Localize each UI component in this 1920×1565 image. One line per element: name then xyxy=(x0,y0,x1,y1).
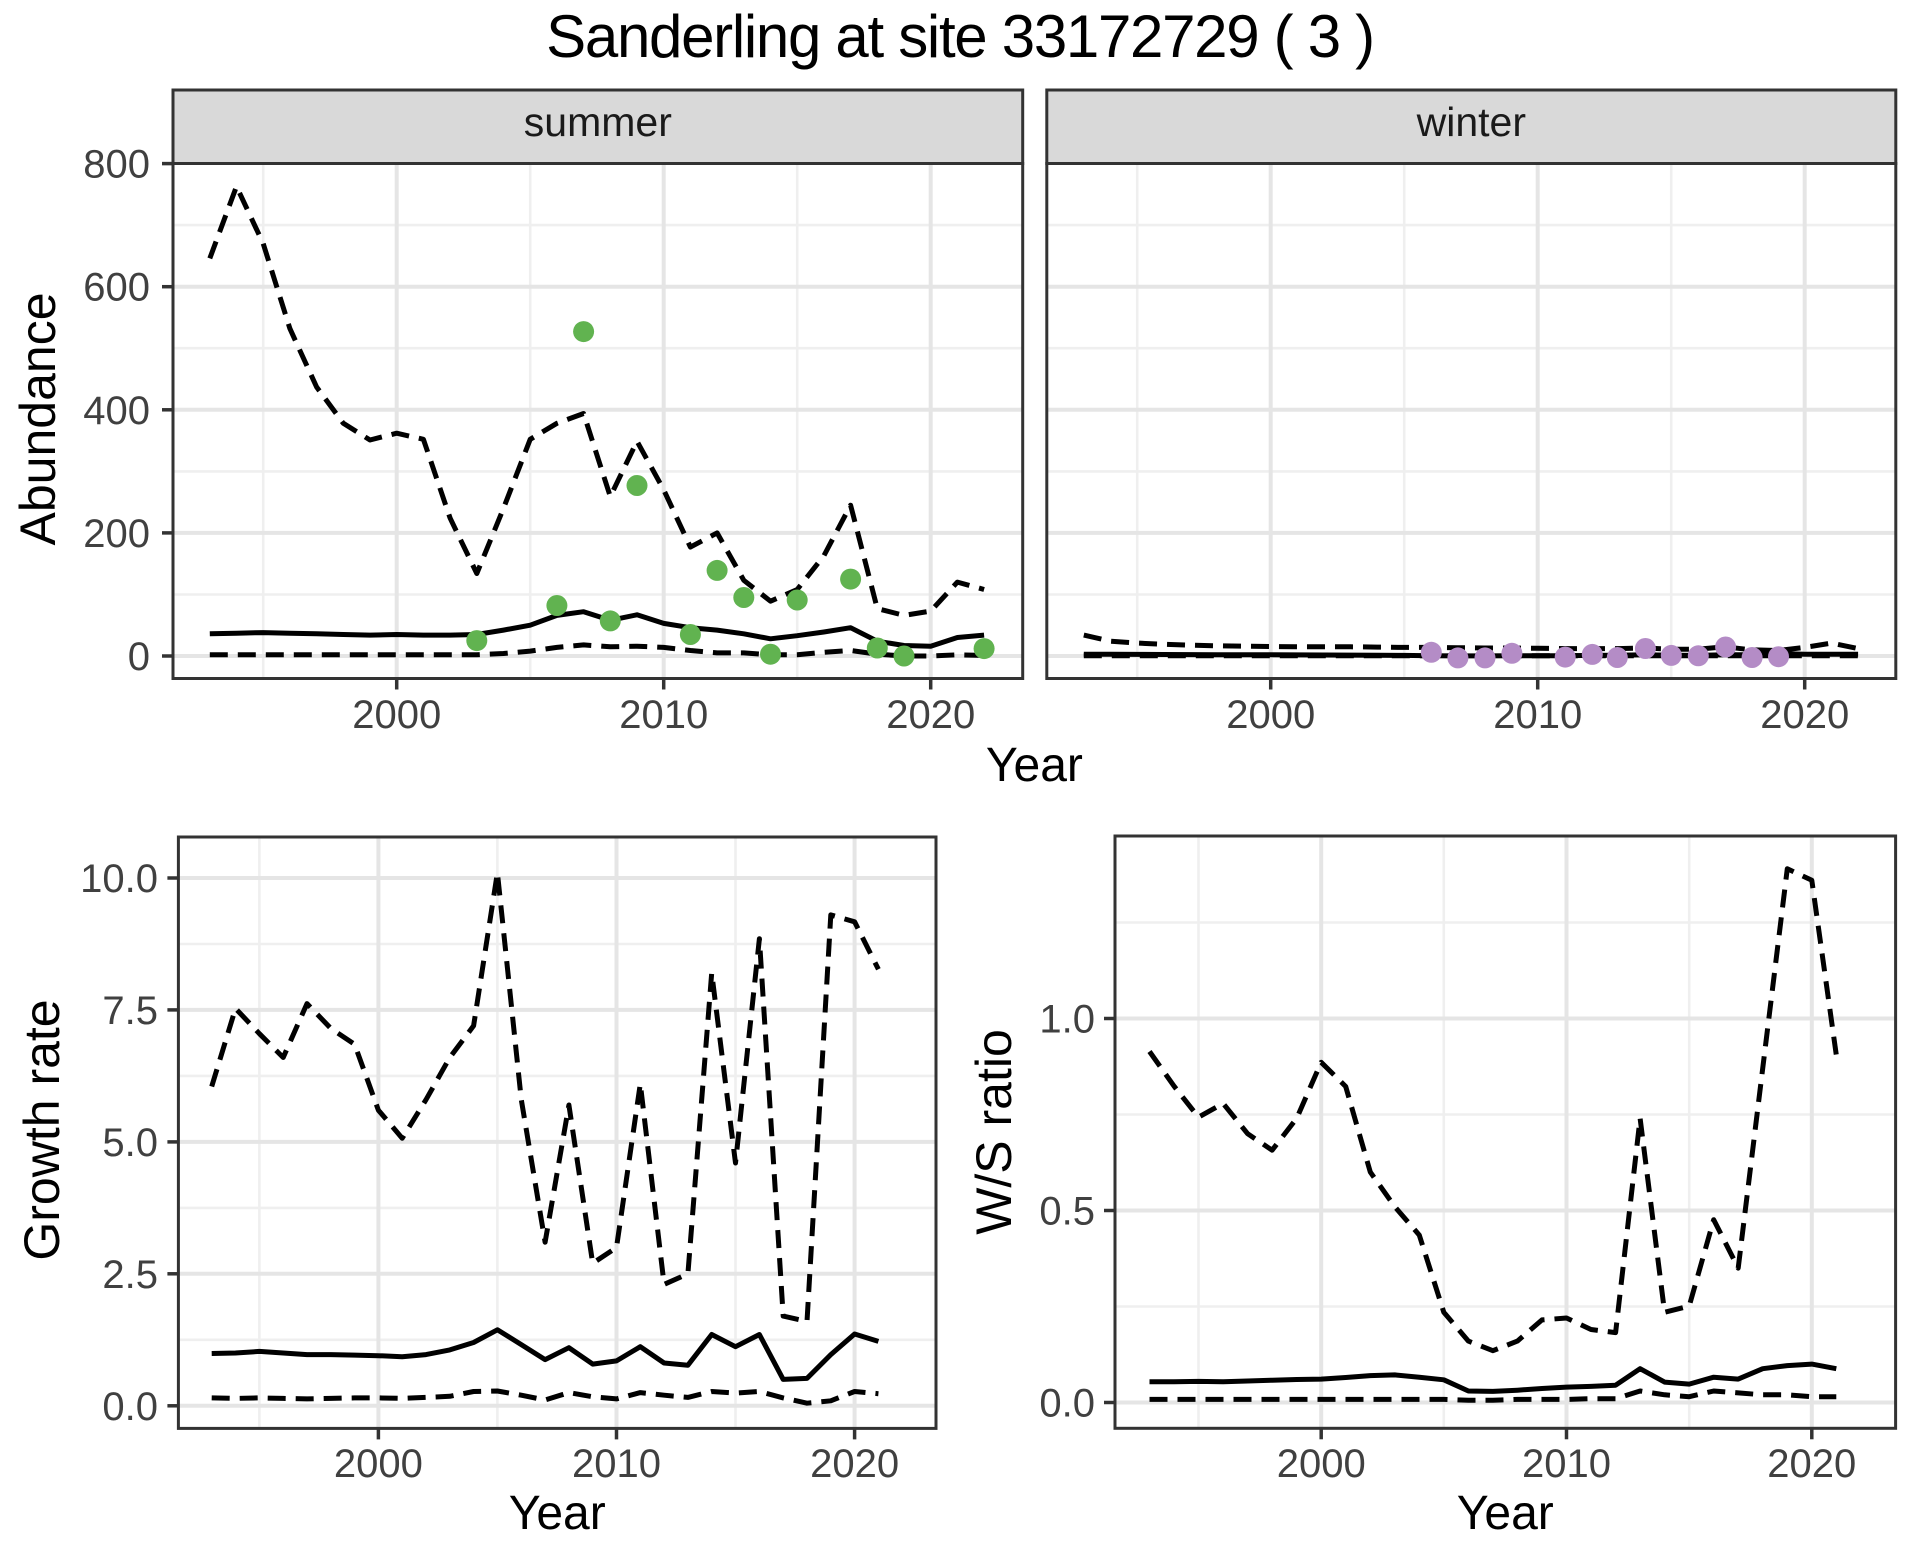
svg-text:Year: Year xyxy=(509,1487,606,1540)
svg-text:2000: 2000 xyxy=(334,1442,423,1486)
svg-text:Abundance: Abundance xyxy=(10,292,66,545)
svg-text:W/S ratio: W/S ratio xyxy=(966,1029,1022,1235)
svg-text:summer: summer xyxy=(524,99,672,145)
svg-text:200: 200 xyxy=(83,512,150,556)
svg-text:0.0: 0.0 xyxy=(102,1385,158,1429)
svg-text:10.0: 10.0 xyxy=(80,857,158,901)
svg-text:2010: 2010 xyxy=(572,1442,661,1486)
svg-text:0.0: 0.0 xyxy=(1039,1382,1095,1426)
svg-text:400: 400 xyxy=(83,389,150,433)
svg-text:Sanderling at site 33172729 (: Sanderling at site 33172729 ( 3 ) xyxy=(546,3,1374,70)
svg-text:winter: winter xyxy=(1416,99,1526,145)
svg-text:2020: 2020 xyxy=(810,1442,899,1486)
svg-text:600: 600 xyxy=(83,266,150,310)
svg-text:Growth rate: Growth rate xyxy=(14,999,70,1260)
svg-text:Year: Year xyxy=(1457,1487,1554,1540)
svg-text:800: 800 xyxy=(83,143,150,187)
svg-text:2000: 2000 xyxy=(1277,1442,1366,1486)
svg-text:7.5: 7.5 xyxy=(102,989,158,1033)
svg-text:2020: 2020 xyxy=(886,693,975,737)
svg-text:5.0: 5.0 xyxy=(102,1121,158,1165)
svg-text:1.0: 1.0 xyxy=(1039,998,1095,1042)
svg-text:0: 0 xyxy=(128,635,150,679)
svg-text:2000: 2000 xyxy=(1226,693,1315,737)
svg-text:0.5: 0.5 xyxy=(1039,1190,1095,1234)
svg-text:2020: 2020 xyxy=(1767,1442,1856,1486)
svg-text:2.5: 2.5 xyxy=(102,1253,158,1297)
svg-text:2000: 2000 xyxy=(352,693,441,737)
svg-text:2020: 2020 xyxy=(1760,693,1849,737)
svg-text:Year: Year xyxy=(986,739,1083,792)
svg-text:2010: 2010 xyxy=(1522,1442,1611,1486)
svg-text:2010: 2010 xyxy=(1493,693,1582,737)
svg-text:2010: 2010 xyxy=(619,693,708,737)
